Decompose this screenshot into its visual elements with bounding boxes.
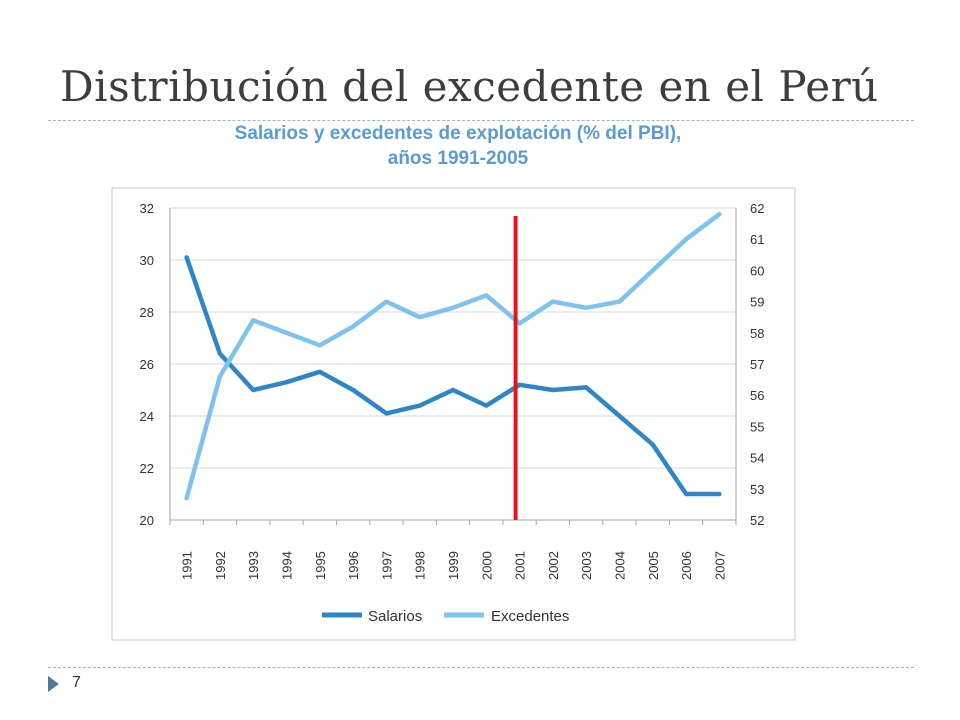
y-left-tick-label: 28 xyxy=(140,305,154,320)
y-left-tick-label: 22 xyxy=(140,461,154,476)
y-left-tick-label: 30 xyxy=(140,253,154,268)
series-line-excedentes xyxy=(184,211,722,501)
x-tick-label: 1999 xyxy=(446,551,461,580)
footer-divider xyxy=(48,667,914,668)
y-left-tick-label: 26 xyxy=(140,357,154,372)
x-tick-label: 1995 xyxy=(313,551,328,580)
slide-title: Distribución del excedente en el Perú xyxy=(60,62,879,111)
y-right-tick-label: 61 xyxy=(750,232,764,247)
y-right-tick-label: 57 xyxy=(750,357,764,372)
x-tick-label: 2001 xyxy=(513,551,528,580)
y-right-tick-label: 55 xyxy=(750,419,764,434)
x-tick-label: 2000 xyxy=(479,551,494,580)
x-tick-label: 2003 xyxy=(579,551,594,580)
y-right-tick-label: 52 xyxy=(750,513,764,528)
y-right-tick-label: 60 xyxy=(750,263,764,278)
chart-title: Salarios y excedentes de explotación (% … xyxy=(234,123,682,144)
x-tick-label: 2006 xyxy=(679,551,694,580)
page-number: 7 xyxy=(72,674,81,691)
y-right-tick-label: 56 xyxy=(750,388,764,403)
x-tick-label: 2002 xyxy=(546,551,561,580)
chart-frame xyxy=(111,187,796,641)
y-right-tick-label: 54 xyxy=(750,451,764,466)
y-left-tick-label: 20 xyxy=(140,513,154,528)
legend-label-salarios: Salarios xyxy=(368,608,422,625)
x-tick-label: 1996 xyxy=(346,551,361,580)
y-right-tick-label: 62 xyxy=(750,201,764,216)
legend-label-excedentes: Excedentes xyxy=(491,608,569,625)
chart-title-block: Salarios y excedentes de explotación (% … xyxy=(112,121,804,171)
y-right-tick-label: 58 xyxy=(750,326,764,341)
chart-subtitle: años 1991-2005 xyxy=(387,148,529,169)
y-left-tick-label: 24 xyxy=(140,409,154,424)
title-divider xyxy=(48,120,914,121)
y-left-tick-label: 32 xyxy=(140,201,154,216)
x-tick-label: 1998 xyxy=(413,551,428,580)
y-right-tick-label: 53 xyxy=(750,482,764,497)
bullet-arrow-icon xyxy=(48,676,59,692)
x-tick-label: 1993 xyxy=(246,551,261,580)
axes: 32 30 28 26 24 22 20 62 61 60 59 58 57 56 55 54 53 52 1991… xyxy=(140,201,765,580)
x-tick-label: 1997 xyxy=(379,551,394,580)
x-tick-label: 2004 xyxy=(612,551,627,580)
legend: Salarios Excedentes xyxy=(322,608,569,625)
y-right-tick-label: 59 xyxy=(750,295,764,310)
x-tick-label: 1991 xyxy=(180,551,195,580)
x-tick-label: 1992 xyxy=(213,551,228,580)
series-group xyxy=(184,211,722,501)
x-tick-label: 2005 xyxy=(646,551,661,580)
x-tick-label: 1994 xyxy=(280,551,295,580)
series-line-salarios xyxy=(184,255,722,497)
x-tick-label: 2007 xyxy=(712,551,727,580)
